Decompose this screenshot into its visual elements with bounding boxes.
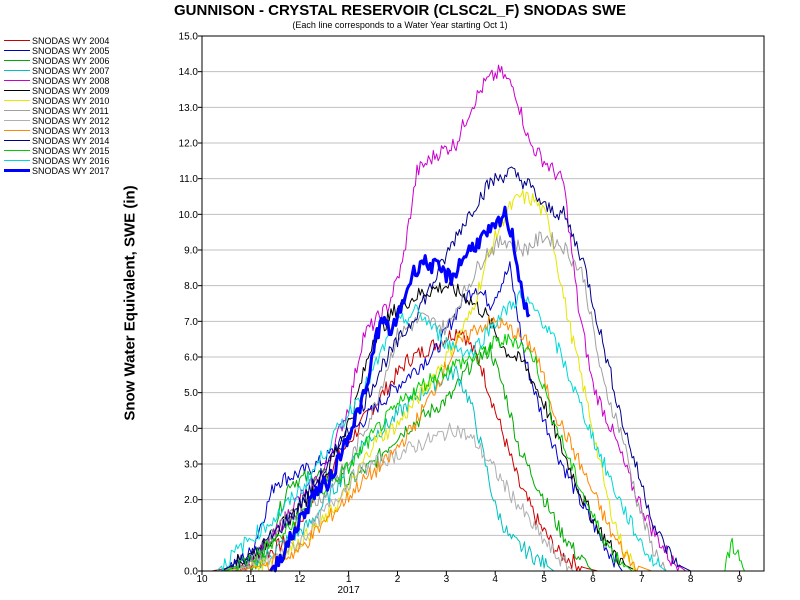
legend-item: SNODAS WY 2005: [4, 46, 129, 56]
x-tick-label: 4: [492, 574, 498, 585]
legend-item: SNODAS WY 2004: [4, 36, 129, 46]
series-line-snodas-wy-2016: [216, 290, 667, 572]
legend-label: SNODAS WY 2007: [32, 66, 110, 76]
y-tick-label: 9.0: [184, 246, 198, 257]
legend-label: SNODAS WY 2006: [32, 56, 110, 66]
series-line-snodas-wy-2008: [231, 64, 687, 572]
legend-swatch: [4, 130, 30, 131]
y-tick-label: 1.0: [184, 531, 198, 542]
plot-frame: [201, 35, 765, 572]
series-line-snodas-wy-2012: [231, 422, 574, 572]
legend-label: SNODAS WY 2009: [32, 86, 110, 96]
series-line-extra-14: [724, 537, 745, 572]
legend-item: SNODAS WY 2016: [4, 156, 129, 166]
y-tick-label: 5.0: [184, 388, 198, 399]
legend-swatch: [4, 60, 30, 61]
series-line-snodas-wy-2006: [221, 344, 594, 572]
legend: SNODAS WY 2004 SNODAS WY 2005 SNODAS WY 20…: [4, 36, 129, 176]
legend-swatch: [4, 140, 30, 141]
legend-swatch: [4, 169, 30, 172]
legend-swatch: [4, 110, 30, 111]
y-tick-label: 11.0: [179, 174, 198, 185]
y-tick-label: 4.0: [184, 424, 198, 435]
legend-item: SNODAS WY 2014: [4, 136, 129, 146]
legend-label: SNODAS WY 2008: [32, 76, 110, 86]
series-line-snodas-wy-2011: [216, 231, 667, 572]
legend-label: SNODAS WY 2011: [32, 106, 109, 116]
x-tick-label: 5: [541, 574, 547, 585]
x-tick-label: 6: [590, 574, 596, 585]
legend-label: SNODAS WY 2005: [32, 46, 110, 56]
legend-swatch: [4, 40, 30, 41]
series-line-snodas-wy-2017: [269, 205, 531, 573]
legend-item: SNODAS WY 2010: [4, 96, 129, 106]
legend-item: SNODAS WY 2008: [4, 76, 129, 86]
legend-item: SNODAS WY 2006: [4, 56, 129, 66]
legend-swatch: [4, 150, 30, 151]
x-tick-label: 9: [737, 574, 743, 585]
legend-label: SNODAS WY 2014: [32, 136, 110, 146]
y-tick-label: 6.0: [184, 353, 198, 364]
y-tick-label: 10.0: [179, 210, 199, 221]
y-tick-label: 12.0: [179, 139, 199, 150]
y-tick-label: 13.0: [179, 103, 199, 114]
x-tick-label: 11: [246, 574, 257, 585]
y-tick-label: 7.0: [184, 317, 198, 328]
y-tick-label: 0.0: [184, 567, 198, 578]
series-line-snodas-wy-2009: [221, 280, 638, 572]
y-tick-label: 14.0: [179, 67, 199, 78]
legend-label: SNODAS WY 2017: [32, 166, 110, 176]
legend-swatch: [4, 160, 30, 161]
y-tick-label: 2.0: [184, 495, 198, 506]
legend-item: SNODAS WY 2007: [4, 66, 129, 76]
legend-item: SNODAS WY 2012: [4, 116, 129, 126]
legend-item: SNODAS WY 2013: [4, 126, 129, 136]
legend-label: SNODAS WY 2016: [32, 156, 110, 166]
y-tick-label: 15.0: [179, 32, 199, 43]
legend-label: SNODAS WY 2010: [32, 96, 110, 106]
y-axis-ticks: 0.0 1.0 2.0 3.0 4.0 5.0 6.0 7.0 8.0 9.0 10.0 11.0 12…: [179, 32, 202, 578]
series-layer: [211, 64, 745, 573]
x-tick-label: 1: [346, 574, 352, 585]
series-line-snodas-wy-2015: [226, 333, 633, 572]
legend-swatch: [4, 90, 30, 91]
legend-label: SNODAS WY 2004: [32, 36, 110, 46]
x-tick-label: 8: [688, 574, 694, 585]
legend-item: SNODAS WY 2017: [4, 166, 129, 176]
x-tick-label: 7: [639, 574, 645, 585]
series-line-snodas-wy-2007: [226, 365, 555, 572]
chart-title: GUNNISON - CRYSTAL RESERVOIR (CLSC2L_F) …: [174, 2, 626, 19]
chart-subtitle: (Each line corresponds to a Water Year s…: [292, 20, 508, 30]
x-tick-label: 12: [294, 574, 306, 585]
series-line-snodas-wy-2013: [236, 315, 652, 572]
x-year-label: 2017: [337, 585, 360, 596]
legend-item: SNODAS WY 2015: [4, 146, 129, 156]
x-tick-label: 3: [444, 574, 450, 585]
legend-swatch: [4, 50, 30, 51]
y-tick-label: 8.0: [184, 281, 198, 292]
legend-swatch: [4, 100, 30, 101]
legend-label: SNODAS WY 2015: [32, 146, 110, 156]
legend-item: SNODAS WY 2009: [4, 86, 129, 96]
series-line-snodas-wy-2005: [221, 261, 623, 572]
y-tick-label: 3.0: [184, 460, 198, 471]
legend-swatch: [4, 80, 30, 81]
x-tick-label: 2: [395, 574, 401, 585]
x-tick-label: 10: [196, 574, 208, 585]
legend-item: SNODAS WY 2011: [4, 106, 129, 116]
legend-label: SNODAS WY 2012: [32, 116, 110, 126]
series-line-snodas-wy-2014: [221, 166, 691, 572]
legend-swatch: [4, 120, 30, 121]
legend-label: SNODAS WY 2013: [32, 126, 110, 136]
legend-swatch: [4, 70, 30, 71]
